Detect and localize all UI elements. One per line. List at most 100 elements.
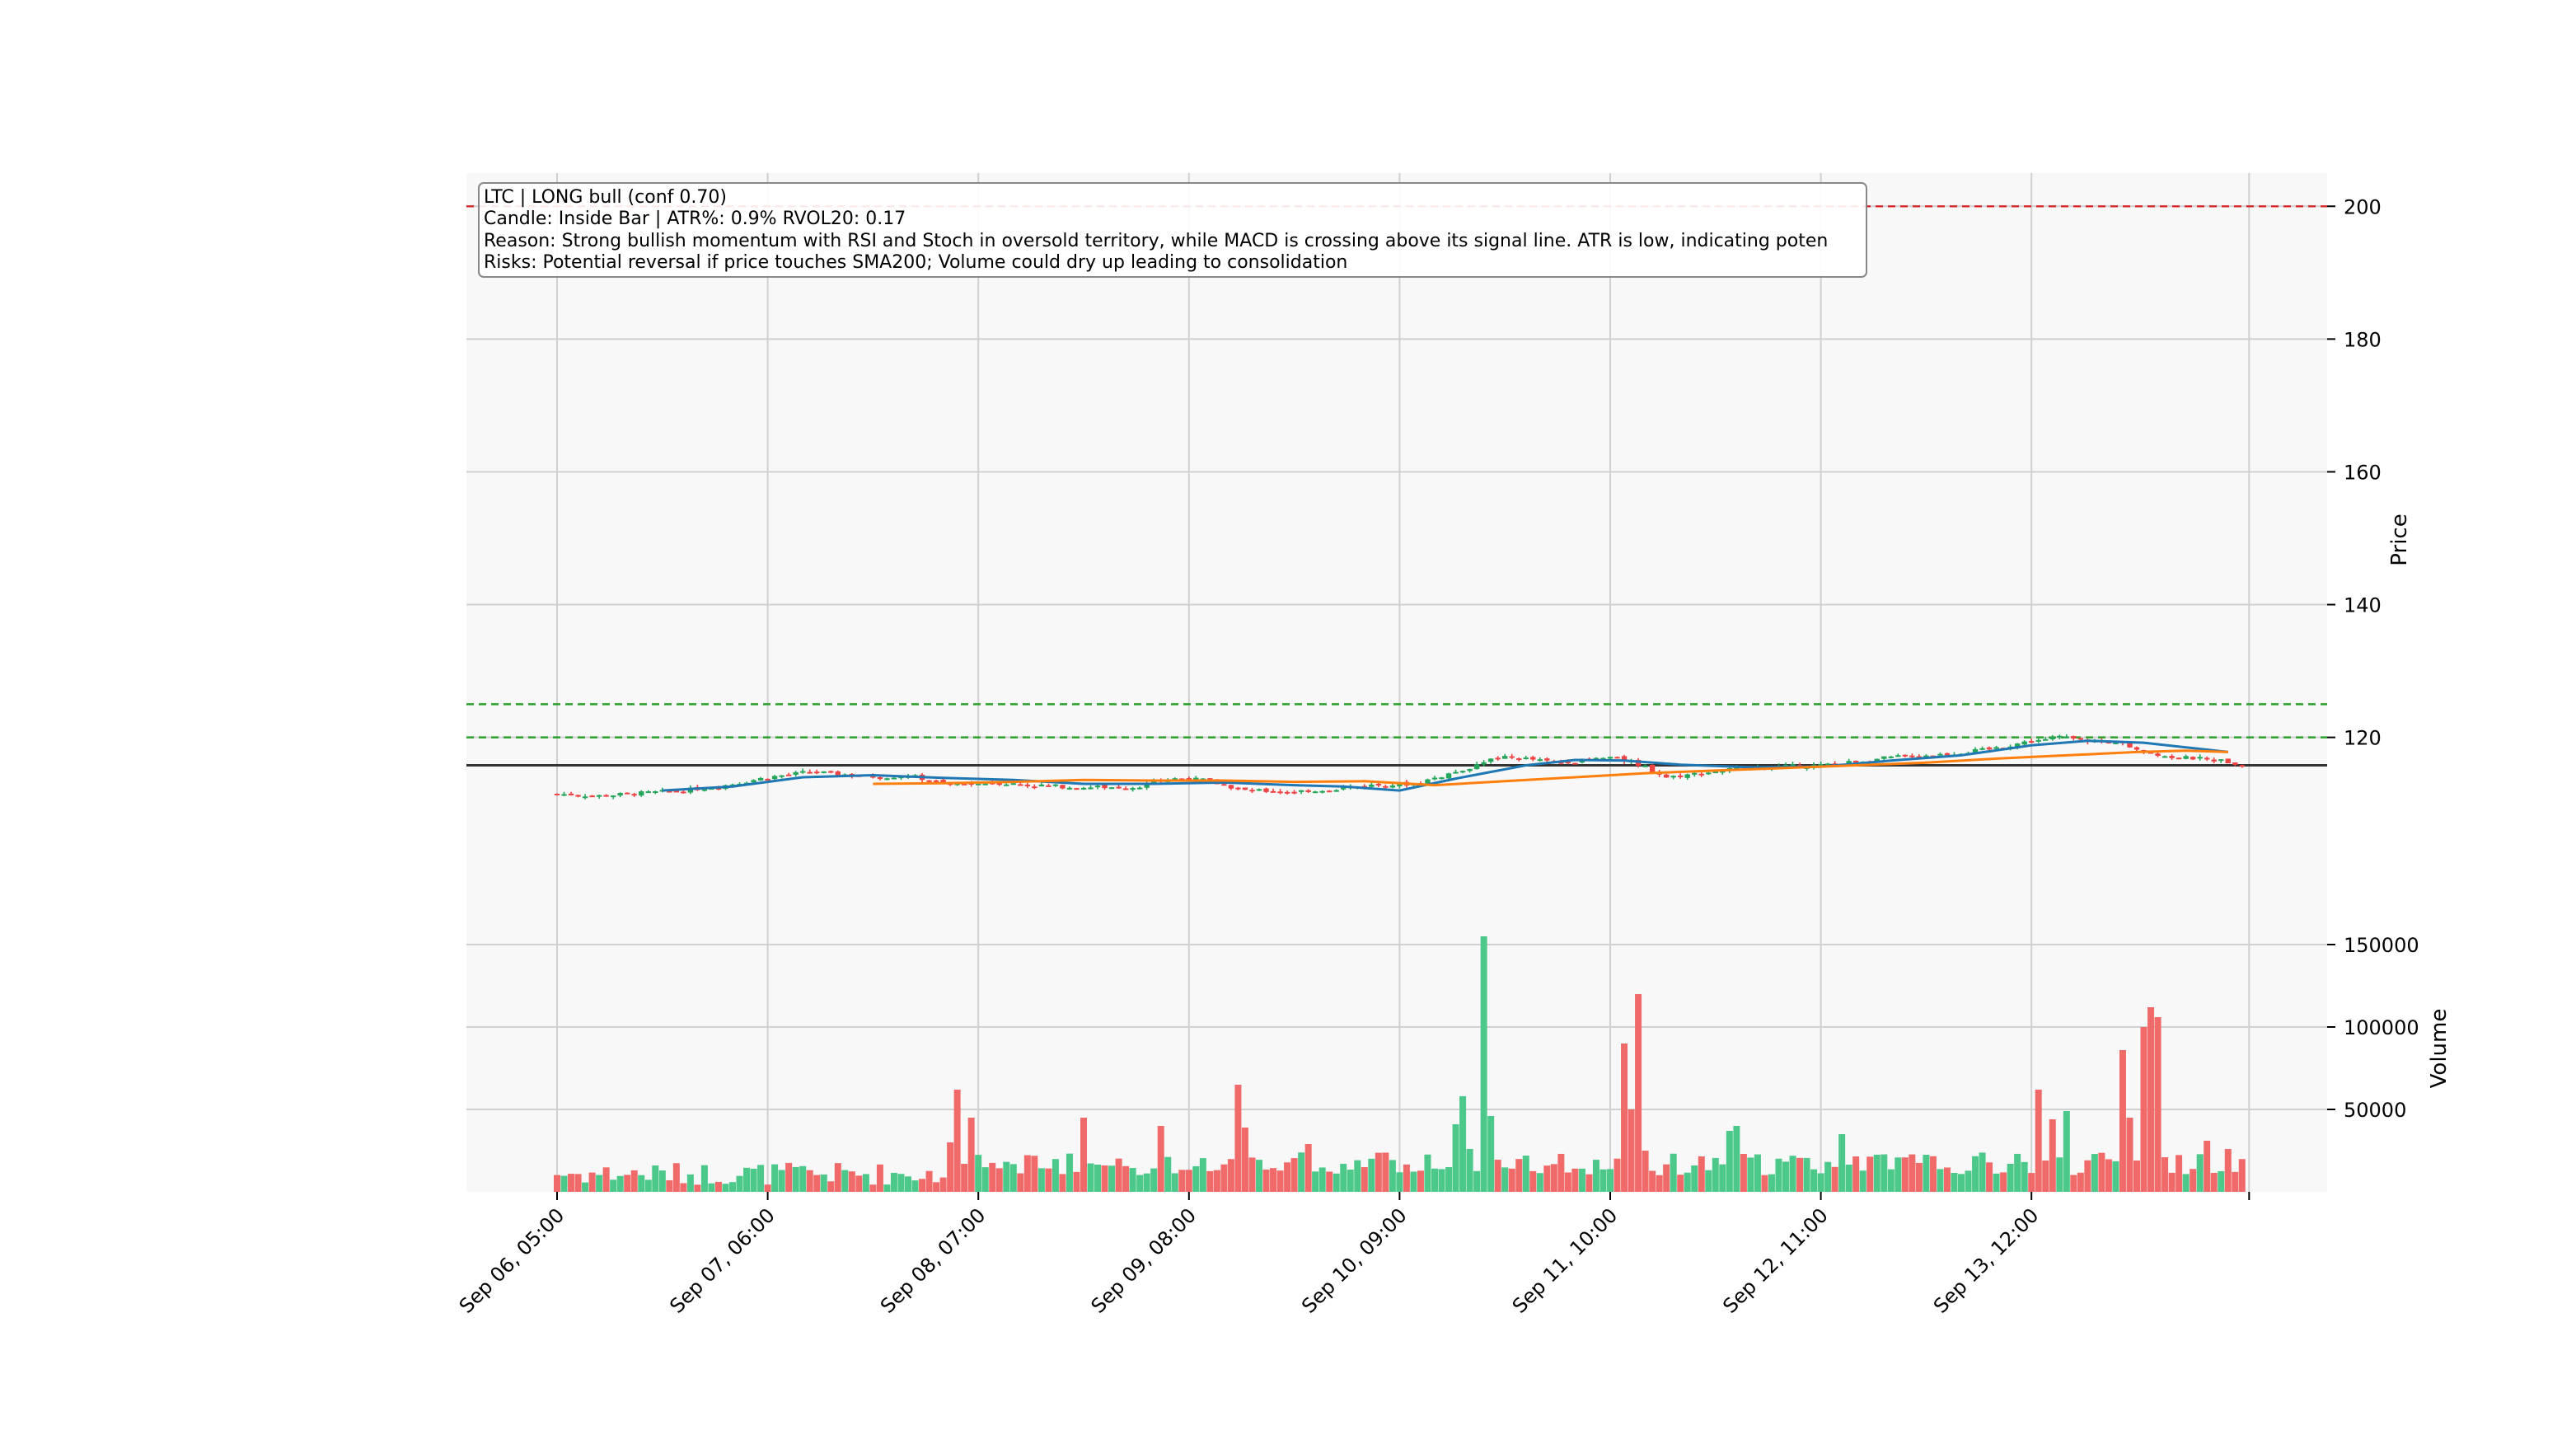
volume-bar <box>1845 1164 1852 1192</box>
volume-bar <box>2042 1161 2049 1192</box>
volume-bar <box>876 1164 883 1192</box>
candle-body <box>1431 777 1438 780</box>
volume-bar <box>1754 1154 1761 1192</box>
candle-body <box>1670 776 1676 778</box>
candle-body <box>1004 784 1009 786</box>
volume-bar <box>616 1175 624 1192</box>
sma-fast-line <box>662 739 2228 792</box>
volume-bar <box>1354 1160 1361 1192</box>
candle-body <box>1277 791 1283 794</box>
candle-body <box>582 796 588 799</box>
candle-body <box>1495 757 1501 760</box>
volume-bar <box>1396 1172 1403 1192</box>
candle-body <box>2071 736 2077 739</box>
candle-body <box>800 771 806 773</box>
volume-bar <box>708 1183 715 1192</box>
candle-body <box>1979 748 1985 750</box>
volume-bar <box>582 1182 589 1192</box>
volume-bar <box>2176 1155 2183 1192</box>
volume-tick-label: 50000 <box>2344 1099 2406 1122</box>
candle-body <box>2190 757 2196 760</box>
volume-bar <box>1536 1173 1543 1192</box>
candle-body <box>1060 785 1066 789</box>
candle-body <box>1909 755 1915 757</box>
candle-body <box>1502 756 1508 759</box>
volume-bar <box>1031 1156 1038 1192</box>
volume-bar <box>1951 1172 1958 1192</box>
volume-bar <box>2238 1159 2246 1192</box>
volume-bar <box>2063 1111 2070 1192</box>
x-tick-label: Sep 13, 12:00 <box>1929 1203 2043 1317</box>
candle-body <box>976 783 981 785</box>
annotation-line-4: Risks: Potential reversal if price touch… <box>484 252 1347 273</box>
candle-body <box>1937 753 1943 756</box>
volume-bar <box>1705 1170 1712 1192</box>
volume-bar <box>1656 1175 1663 1192</box>
candle-body <box>1853 760 1859 763</box>
volume-bar <box>1943 1167 1951 1192</box>
candle-body <box>2218 759 2224 762</box>
volume-bar <box>939 1177 947 1192</box>
volume-bar <box>1649 1170 1656 1192</box>
price-tick-label: 200 <box>2344 195 2382 218</box>
candle-body <box>1319 790 1325 793</box>
candle-body <box>1712 771 1718 774</box>
volume-bar <box>757 1165 765 1192</box>
volume-bar <box>2077 1172 2084 1192</box>
volume-bar <box>2028 1173 2035 1192</box>
candle-body <box>1122 788 1129 790</box>
x-tick-label: Sep 11, 10:00 <box>1508 1203 1622 1317</box>
candle-body <box>996 783 1002 785</box>
volume-bar <box>2204 1141 2211 1192</box>
volume-bar <box>1796 1157 1804 1192</box>
candle-body <box>1249 790 1255 792</box>
candle-body <box>1537 759 1543 762</box>
volume-bar <box>2007 1164 2014 1192</box>
volume-bar <box>1276 1170 1284 1192</box>
volume-bar <box>1045 1168 1052 1192</box>
volume-bar <box>1719 1164 1726 1192</box>
volume-bar <box>1017 1173 1024 1192</box>
candle-body <box>1066 787 1073 790</box>
volume-bar <box>834 1163 841 1192</box>
volume-bar <box>1480 936 1487 1192</box>
candle-body <box>1256 789 1262 791</box>
volume-bar <box>1417 1170 1424 1192</box>
candle-body <box>2225 758 2231 764</box>
candle-body <box>807 771 813 774</box>
candle-body <box>639 791 644 796</box>
volume-bar <box>933 1182 940 1192</box>
volume-bar <box>905 1176 911 1192</box>
candle-body <box>1572 762 1578 765</box>
volume-bar <box>1452 1124 1459 1192</box>
candle-body <box>779 775 785 777</box>
volume-bar <box>2035 1090 2042 1192</box>
volume-bar <box>1150 1168 1158 1192</box>
candle-body <box>1298 790 1304 792</box>
candle-body <box>1046 785 1051 787</box>
volume-bar <box>1262 1170 1270 1192</box>
volume-bar <box>883 1184 891 1192</box>
volume-bar <box>1143 1173 1150 1192</box>
candle-body <box>757 777 764 781</box>
candle-body <box>2127 743 2133 748</box>
annotation-line-1: LTC | LONG bull (conf 0.70) <box>484 187 727 208</box>
volume-bar <box>785 1162 793 1192</box>
volume-bar <box>1389 1160 1396 1192</box>
x-tick-label: Sep 10, 09:00 <box>1297 1203 1411 1317</box>
candle-body <box>1720 771 1726 773</box>
volume-bar <box>1887 1169 1895 1192</box>
volume-bar <box>1628 1109 1635 1192</box>
x-tick-label: Sep 08, 07:00 <box>876 1203 990 1317</box>
volume-bar <box>1578 1168 1585 1192</box>
volume-bar <box>1213 1170 1220 1192</box>
volume-bar <box>602 1167 610 1192</box>
volume-bar <box>1340 1163 1347 1192</box>
volume-bar <box>1424 1154 1431 1192</box>
volume-bar <box>1712 1157 1719 1192</box>
volume-bar <box>1761 1175 1768 1192</box>
candle-body <box>1341 787 1347 790</box>
volume-bar <box>1185 1170 1192 1192</box>
candle-body <box>653 791 658 794</box>
volume-bar <box>1585 1174 1593 1192</box>
